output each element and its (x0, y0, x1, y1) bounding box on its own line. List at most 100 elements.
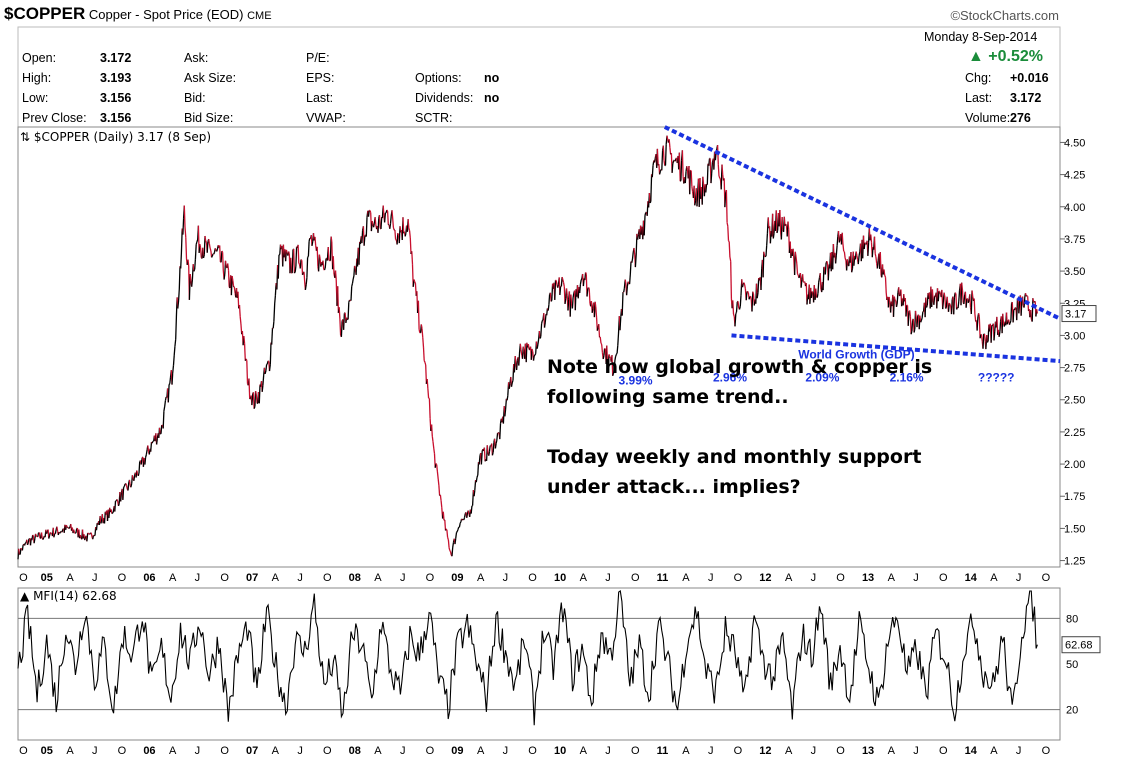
price-bar (422, 347, 425, 361)
price-bar (741, 283, 744, 288)
price-bar (127, 482, 130, 491)
change-percent-value: +0.52% (988, 48, 1043, 65)
price-bar (414, 281, 416, 284)
price-bar (726, 222, 729, 227)
price-bar (727, 240, 730, 243)
price-bar (471, 505, 473, 507)
mfi-x-axis-tick-label: 05 (41, 745, 53, 757)
price-bar (767, 217, 770, 229)
price-bar (258, 384, 261, 404)
quote-value: 3.172 (1010, 91, 1042, 105)
price-bar (600, 342, 603, 345)
price-bar (562, 282, 565, 287)
price-bar (544, 314, 547, 323)
price-bar (372, 222, 376, 228)
mfi-last-value-label: 62.68 (1065, 640, 1093, 652)
price-bar (974, 314, 977, 322)
price-bar (221, 252, 224, 271)
mfi-x-axis-tick-label: O (426, 745, 435, 757)
price-bar (122, 487, 125, 500)
price-bar (377, 218, 380, 233)
price-bar (931, 289, 934, 301)
price-bar (661, 150, 664, 171)
price-x-axis-tick-label: 14 (965, 572, 978, 584)
price-bar (653, 158, 656, 163)
price-bar (470, 506, 473, 514)
mfi-x-axis-tick-label: A (66, 745, 74, 757)
price-bar (950, 299, 953, 315)
price-bar (596, 327, 599, 331)
price-bar (294, 266, 297, 272)
price-bar (158, 427, 161, 435)
price-bar (907, 312, 910, 326)
price-bar (53, 533, 56, 538)
price-bar (266, 363, 268, 366)
price-bar (216, 248, 219, 252)
quote-value: 276 (1010, 111, 1031, 125)
price-bar (671, 163, 674, 173)
price-bar (963, 294, 966, 305)
price-bar (1030, 310, 1033, 320)
price-bar (177, 300, 180, 309)
up-arrow-icon: ▲ (968, 48, 989, 65)
mfi-x-axis-tick-label: A (785, 745, 793, 757)
price-bar (543, 322, 546, 328)
price-bar (34, 533, 37, 537)
price-bar (173, 346, 176, 356)
price-bar (496, 432, 499, 441)
price-bar (795, 256, 798, 264)
price-bar (747, 291, 749, 294)
price-bar (762, 251, 765, 278)
price-bar (391, 210, 394, 219)
price-bar (251, 394, 254, 406)
quote-label: Ask Size: (184, 71, 237, 85)
price-bar (711, 162, 714, 174)
price-bar (756, 292, 759, 299)
price-bar (965, 298, 968, 308)
price-bar (19, 548, 22, 555)
price-x-axis-tick-label: J (92, 572, 98, 584)
brand-label: ©StockCharts.com (950, 8, 1059, 23)
price-bar (748, 296, 751, 300)
price-bar (114, 501, 117, 512)
price-bar (287, 251, 290, 254)
price-bar (59, 531, 62, 534)
price-bar (42, 537, 45, 540)
price-bar (555, 280, 558, 286)
price-bar (396, 233, 399, 245)
price-bar (743, 282, 746, 286)
price-bar (293, 271, 296, 274)
mfi-x-axis-tick-label: J (708, 745, 714, 757)
price-bar (710, 173, 713, 184)
price-bar (863, 242, 866, 250)
price-x-axis-tick-label: A (580, 572, 588, 584)
price-x-axis-tick-label: O (528, 572, 537, 584)
price-bar (208, 239, 211, 244)
price-bar (506, 395, 509, 401)
price-bar (668, 139, 671, 148)
price-bar (602, 355, 605, 360)
price-bar (800, 279, 803, 288)
quote-value: 3.156 (100, 91, 132, 105)
price-series (17, 135, 1039, 560)
price-bar (334, 270, 337, 280)
price-bar (1008, 322, 1011, 325)
commentary-block: Note how global growth & copper is follo… (547, 352, 932, 502)
price-bar (734, 313, 737, 327)
price-bar (467, 510, 470, 515)
chart-header: $COPPER Copper - Spot Price (EOD) CME (4, 4, 272, 24)
price-bar (346, 318, 349, 321)
price-bar (168, 383, 171, 385)
price-bar (616, 345, 619, 354)
mfi-x-axis-tick-label: J (92, 745, 98, 757)
price-bar (842, 243, 845, 252)
price-bar (686, 166, 689, 171)
price-x-axis-tick-label: O (323, 572, 332, 584)
price-bar (681, 150, 684, 177)
price-bar (606, 345, 609, 366)
price-bar (634, 254, 637, 268)
quote-label: Ask: (184, 51, 209, 65)
price-bar (678, 152, 681, 182)
price-bar (656, 148, 659, 166)
price-bar (1010, 303, 1013, 321)
